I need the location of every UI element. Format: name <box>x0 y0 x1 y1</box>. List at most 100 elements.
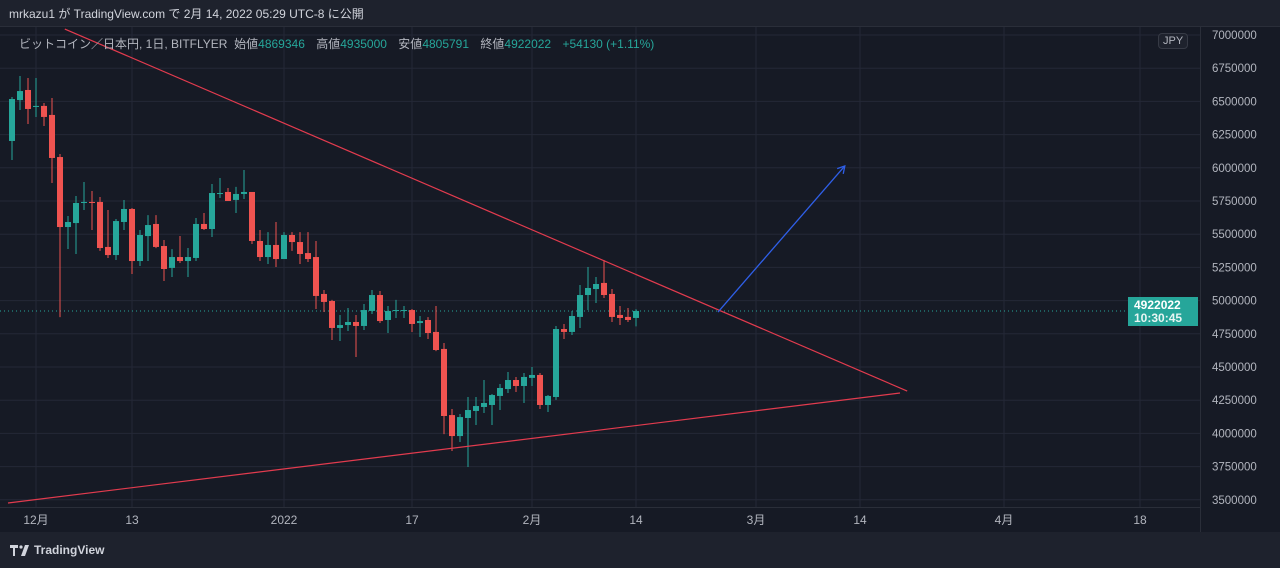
candle-body <box>73 202 79 224</box>
arrow-drawing <box>717 164 846 313</box>
candle-body <box>489 395 495 405</box>
candle-body <box>145 225 151 237</box>
close-label: 終値 <box>480 37 505 51</box>
x-tick-label: 4月 <box>995 513 1014 527</box>
current-price-value: 4922022 <box>1134 298 1181 312</box>
candle <box>473 397 479 426</box>
candle-body <box>209 193 215 230</box>
candle-body <box>513 380 519 386</box>
y-tick-label: 3750000 <box>1212 462 1257 474</box>
candle <box>73 195 79 254</box>
candle <box>465 397 471 467</box>
candle <box>169 249 175 277</box>
candle-body <box>601 282 607 296</box>
candle <box>225 187 231 201</box>
close-value: 4922022 <box>504 37 552 51</box>
candle-body <box>249 191 255 241</box>
publish-info-bar: mrkazu1 が TradingView.com で 2月 14, 2022 … <box>0 0 1280 26</box>
candle-body <box>17 91 23 101</box>
candle-body <box>425 319 431 334</box>
high-label: 高値 <box>316 37 341 51</box>
candle-body <box>577 295 583 317</box>
candle <box>257 229 263 262</box>
trendline-drawing <box>7 392 901 504</box>
candle <box>249 191 255 245</box>
candle-body <box>137 234 143 262</box>
candle <box>57 153 63 318</box>
candle-body <box>329 300 335 328</box>
candle-body <box>609 293 615 317</box>
candle <box>545 395 551 413</box>
candle <box>185 248 191 277</box>
candle-body <box>585 287 591 296</box>
candle-body <box>417 321 423 324</box>
y-tick-label: 4000000 <box>1212 428 1257 440</box>
candle-body <box>65 221 71 228</box>
candle <box>617 306 623 326</box>
candle <box>105 210 111 258</box>
candle-body <box>161 246 167 269</box>
candle <box>281 232 287 260</box>
candle <box>41 102 47 126</box>
y-tick-label: 5000000 <box>1212 296 1257 308</box>
candle <box>609 289 615 322</box>
candle-body <box>273 244 279 260</box>
candle-body <box>521 376 527 386</box>
candle-body <box>217 193 223 195</box>
candle-body <box>625 316 631 320</box>
y-tick-label: 5500000 <box>1212 229 1257 241</box>
candle <box>49 97 55 183</box>
candle-body <box>121 208 127 222</box>
candle <box>121 199 127 230</box>
candle <box>569 310 575 335</box>
candle-body <box>361 310 367 326</box>
y-tick-label: 5750000 <box>1212 196 1257 208</box>
candle-body <box>265 244 271 258</box>
tradingview-logo[interactable]: TradingView <box>10 543 104 557</box>
open-value: 4869346 <box>258 37 305 51</box>
low-value: 4805791 <box>422 37 470 51</box>
candle-body <box>633 310 639 318</box>
candle <box>377 291 383 324</box>
y-tick-label: 6000000 <box>1212 163 1257 175</box>
high-value: 4935000 <box>340 37 387 51</box>
candle <box>241 170 247 200</box>
change-value: +54130 (+1.11%) <box>562 37 655 51</box>
candle <box>273 221 279 268</box>
low-label: 安値 <box>398 37 423 51</box>
currency-button[interactable]: JPY <box>1158 33 1189 49</box>
candle-body <box>465 410 471 418</box>
candle <box>33 78 39 117</box>
candlestick-chart[interactable]: 7000000 6750000 6500000 6250000 6000000 57500… <box>0 27 1280 533</box>
x-tick-label: 14 <box>853 513 867 527</box>
candle <box>97 197 103 251</box>
candle-body <box>561 329 567 332</box>
tradingview-logo-icon <box>10 544 29 556</box>
candle <box>305 232 311 262</box>
candle <box>153 215 159 249</box>
candle <box>353 314 359 358</box>
candle-body <box>385 310 391 320</box>
candle-body <box>369 295 375 311</box>
open-label: 始値 <box>234 37 259 51</box>
y-tick-label: 3500000 <box>1212 495 1257 507</box>
candle-body <box>81 201 87 203</box>
candle-body <box>393 310 399 312</box>
candle-body <box>449 415 455 437</box>
candle-body <box>313 257 319 296</box>
x-tick-label: 2022 <box>271 513 298 527</box>
candle <box>625 308 631 322</box>
candle-body <box>113 221 119 256</box>
candle <box>537 372 543 409</box>
candle <box>17 76 23 111</box>
symbol-name[interactable]: ビットコイン／日本円, 1日, BITFLYER <box>19 37 228 51</box>
chart-area[interactable]: 7000000 6750000 6500000 6250000 6000000 57500… <box>0 26 1280 533</box>
candle <box>585 267 591 311</box>
x-tick-label: 3月 <box>747 513 766 527</box>
candle <box>129 208 135 275</box>
candle <box>497 383 503 411</box>
y-tick-label: 4250000 <box>1212 395 1257 407</box>
candle-body <box>529 374 535 378</box>
publish-info-text: mrkazu1 が TradingView.com で 2月 14, 2022 … <box>9 7 364 21</box>
y-tick-label: 6750000 <box>1212 63 1257 75</box>
